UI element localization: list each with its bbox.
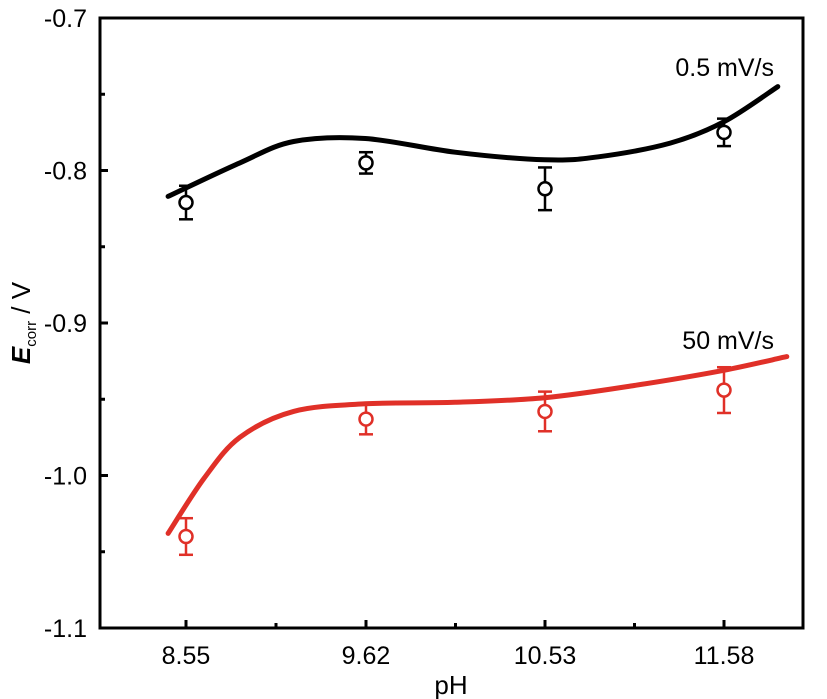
- point-marker: [537, 403, 553, 420]
- data-point: [537, 390, 553, 433]
- fit-curve: [165, 84, 781, 199]
- x-tick-label: 9.62: [342, 642, 391, 670]
- data-point: [716, 117, 732, 148]
- y-tick-label: -1.0: [44, 463, 87, 491]
- data-points: [178, 117, 732, 557]
- point-marker: [178, 528, 194, 545]
- y-axis-ticks: -0.7 -0.8 -0.9 -1.0 -1.1: [44, 5, 108, 643]
- point-marker: [178, 194, 194, 211]
- point-marker: [716, 124, 732, 141]
- y-axis-label: Ecorr / V: [6, 281, 40, 364]
- point-marker: [716, 382, 732, 398]
- data-point: [537, 166, 553, 212]
- y-axis-symbol: E: [6, 346, 36, 364]
- y-axis-subscript: corr: [23, 321, 40, 347]
- x-tick-label: 10.53: [514, 642, 577, 670]
- x-axis-ticks: 8.55 9.62 10.53 11.58: [162, 620, 755, 670]
- point-marker: [537, 181, 553, 197]
- data-point: [358, 150, 374, 175]
- data-point: [358, 402, 374, 436]
- x-tick-label: 11.58: [694, 642, 755, 670]
- y-tick-label: -1.1: [44, 615, 87, 643]
- series-annotations: 0.5 mV/s 50 mV/s: [675, 54, 774, 355]
- y-tick-label: -0.7: [44, 5, 87, 33]
- plot-frame: [98, 16, 805, 630]
- data-point: [178, 516, 194, 557]
- fit-curve: [165, 354, 790, 536]
- data-point: [716, 365, 732, 415]
- series-label: 0.5 mV/s: [675, 54, 774, 82]
- fit-curves: [165, 84, 790, 536]
- y-axis-unit: / V: [6, 281, 36, 321]
- point-marker: [358, 411, 374, 427]
- x-axis-label: pH: [434, 670, 467, 699]
- y-tick-label: -0.8: [44, 158, 87, 186]
- point-marker: [358, 155, 374, 171]
- series-label: 50 mV/s: [682, 327, 774, 355]
- x-tick-label: 8.55: [162, 642, 211, 670]
- y-tick-label: -0.9: [44, 310, 87, 338]
- data-point: [178, 184, 194, 221]
